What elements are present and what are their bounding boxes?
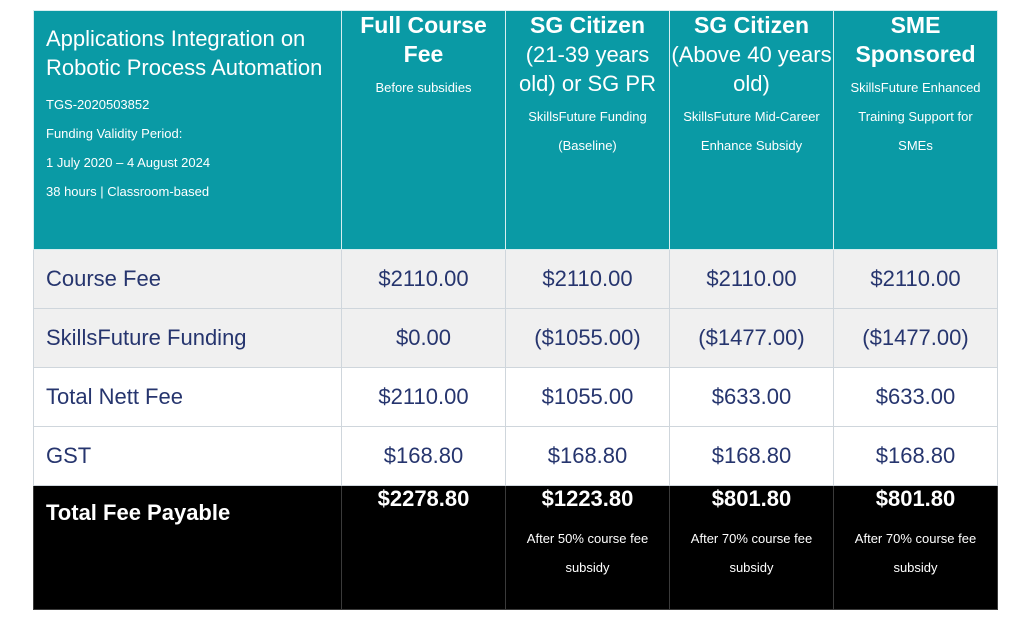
column-subtitle: (21-39 years old) or SG PR <box>519 42 656 96</box>
column-note: Before subsidies <box>375 80 472 95</box>
total-value: $801.80 <box>711 486 792 511</box>
table-row-total-fee-payable: Total Fee Payable $2278.80 $1223.80 Afte… <box>33 485 998 610</box>
course-duration-mode: 38 hours | Classroom-based <box>46 184 210 199</box>
fee-cell: $168.80 <box>669 426 834 486</box>
total-value: $801.80 <box>875 486 956 511</box>
course-fee-table: Applications Integration on Robotic Proc… <box>33 10 998 610</box>
column-title: SME Sponsored <box>855 12 976 67</box>
column-note: SkillsFuture Mid-Career Enhance Subsidy <box>683 109 820 153</box>
table-row-total-nett-fee: Total Nett Fee $2110.00 $1055.00 $633.00… <box>33 367 998 427</box>
total-value: $2278.80 <box>377 486 470 511</box>
total-cell: $1223.80 After 50% course fee subsidy <box>505 485 670 610</box>
fee-cell: ($1055.00) <box>505 308 670 368</box>
column-note: SkillsFuture Enhanced Training Support f… <box>850 80 981 153</box>
column-title: SG Citizen <box>693 12 809 38</box>
column-title: Full Course Fee <box>360 12 487 67</box>
course-code: TGS-2020503852 <box>46 97 150 112</box>
fee-cell: $633.00 <box>669 367 834 427</box>
column-header-sme-sponsored: SME Sponsored SkillsFuture Enhanced Trai… <box>833 10 998 250</box>
column-subtitle: (Above 40 years old) <box>671 42 832 96</box>
total-cell: $801.80 After 70% course fee subsidy <box>669 485 834 610</box>
total-label-cell: Total Fee Payable <box>33 485 342 610</box>
fee-cell: $168.80 <box>833 426 998 486</box>
column-header-full-fee: Full Course Fee Before subsidies <box>341 10 506 250</box>
fee-cell: $0.00 <box>341 308 506 368</box>
column-note: SkillsFuture Funding (Baseline) <box>528 109 647 153</box>
fee-cell: $168.80 <box>341 426 506 486</box>
fee-cell: $2110.00 <box>505 249 670 309</box>
course-meta: TGS-2020503852 Funding Validity Period: … <box>34 82 341 206</box>
fee-cell: $168.80 <box>505 426 670 486</box>
fee-cell: ($1477.00) <box>833 308 998 368</box>
total-note: After 70% course fee subsidy <box>854 531 977 575</box>
total-note: After 70% course fee subsidy <box>690 531 813 575</box>
fee-cell: $633.00 <box>833 367 998 427</box>
row-label: SkillsFuture Funding <box>33 308 342 368</box>
total-value: $1223.80 <box>541 486 634 511</box>
total-cell: $2278.80 <box>341 485 506 610</box>
column-header-sg-citizen-40-plus: SG Citizen (Above 40 years old) SkillsFu… <box>669 10 834 250</box>
table-row-gst: GST $168.80 $168.80 $168.80 $168.80 <box>33 426 998 486</box>
table-row-skillsfuture-funding: SkillsFuture Funding $0.00 ($1055.00) ($… <box>33 308 998 368</box>
column-header-sg-citizen-21-39: SG Citizen (21-39 years old) or SG PR Sk… <box>505 10 670 250</box>
total-label: Total Fee Payable <box>46 500 231 525</box>
fee-cell: $1055.00 <box>505 367 670 427</box>
funding-validity-label: Funding Validity Period: <box>46 126 183 141</box>
row-label: Course Fee <box>33 249 342 309</box>
table-header-row: Applications Integration on Robotic Proc… <box>33 10 998 250</box>
course-title: Applications Integration on Robotic Proc… <box>46 26 323 80</box>
column-title: SG Citizen <box>529 12 645 38</box>
fee-cell: $2110.00 <box>341 249 506 309</box>
table-row-course-fee: Course Fee $2110.00 $2110.00 $2110.00 $2… <box>33 249 998 309</box>
fee-cell: ($1477.00) <box>669 308 834 368</box>
fee-cell: $2110.00 <box>669 249 834 309</box>
fee-cell: $2110.00 <box>833 249 998 309</box>
row-label: Total Nett Fee <box>33 367 342 427</box>
funding-validity-dates: 1 July 2020 – 4 August 2024 <box>46 155 211 170</box>
total-cell: $801.80 After 70% course fee subsidy <box>833 485 998 610</box>
fee-cell: $2110.00 <box>341 367 506 427</box>
row-label: GST <box>33 426 342 486</box>
total-note: After 50% course fee subsidy <box>526 531 649 575</box>
course-info-cell: Applications Integration on Robotic Proc… <box>33 10 342 250</box>
